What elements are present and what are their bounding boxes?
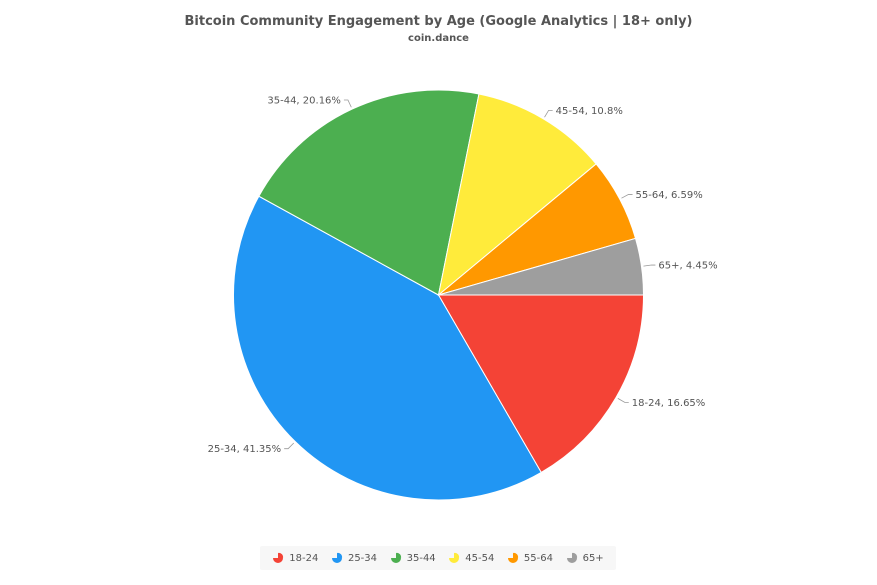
- pie-slice-45-54[interactable]: [437, 93, 597, 297]
- pie-icon: [566, 552, 577, 563]
- data-label-65plus: 65+, 4.45%: [658, 261, 717, 272]
- legend-item-35-44[interactable]: 35-44: [390, 552, 436, 564]
- legend-item-55-64[interactable]: 55-64: [507, 552, 553, 564]
- data-label-18-24: 18-24, 16.65%: [632, 398, 706, 409]
- legend-label: 18-24: [289, 552, 319, 564]
- leader-line-55-64: [621, 194, 633, 199]
- legend-label: 25-34: [347, 552, 378, 564]
- chart-legend: 18-24 25-34 35-44 45-54 55-64 65+: [260, 546, 616, 570]
- pie-slice-65plus[interactable]: [438, 237, 645, 296]
- data-label-55-64: 55-64, 6.59%: [636, 190, 703, 201]
- legend-item-25-34[interactable]: 25-34: [331, 552, 377, 564]
- legend-label: 55-64: [523, 552, 553, 564]
- chart-subtitle: coin.dance: [408, 33, 469, 44]
- legend-item-18-24[interactable]: 18-24: [272, 552, 318, 564]
- pie-icon: [507, 552, 519, 563]
- pie-icon: [331, 552, 343, 563]
- pie-icon: [390, 552, 401, 563]
- leader-line-18-24: [617, 398, 629, 403]
- pie-slice-18-24[interactable]: [437, 294, 645, 474]
- data-label-25-34: 25-34, 41.35%: [208, 444, 282, 455]
- data-label-45-54: 45-54, 10.8%: [556, 106, 623, 117]
- chart-title: Bitcoin Community Engagement by Age (Goo…: [184, 14, 693, 29]
- leader-line-35-44: [343, 99, 352, 108]
- leader-line-25-34: [284, 442, 295, 450]
- legend-label: 35-44: [406, 552, 436, 564]
- legend-label: 45-54: [465, 552, 495, 564]
- legend-item-45-54[interactable]: 45-54: [448, 552, 494, 564]
- data-label-35-44: 35-44, 20.16%: [267, 96, 341, 107]
- leader-line-45-54: [544, 109, 553, 118]
- legend-item-65plus[interactable]: 65+: [566, 552, 604, 564]
- legend-label: 65+: [582, 552, 604, 564]
- leader-line-65plus: [643, 264, 656, 267]
- pie-slice-35-44[interactable]: [258, 89, 480, 296]
- pie-slice-25-34[interactable]: [233, 195, 542, 501]
- pie-icon: [449, 552, 460, 563]
- pie-icon: [273, 552, 284, 563]
